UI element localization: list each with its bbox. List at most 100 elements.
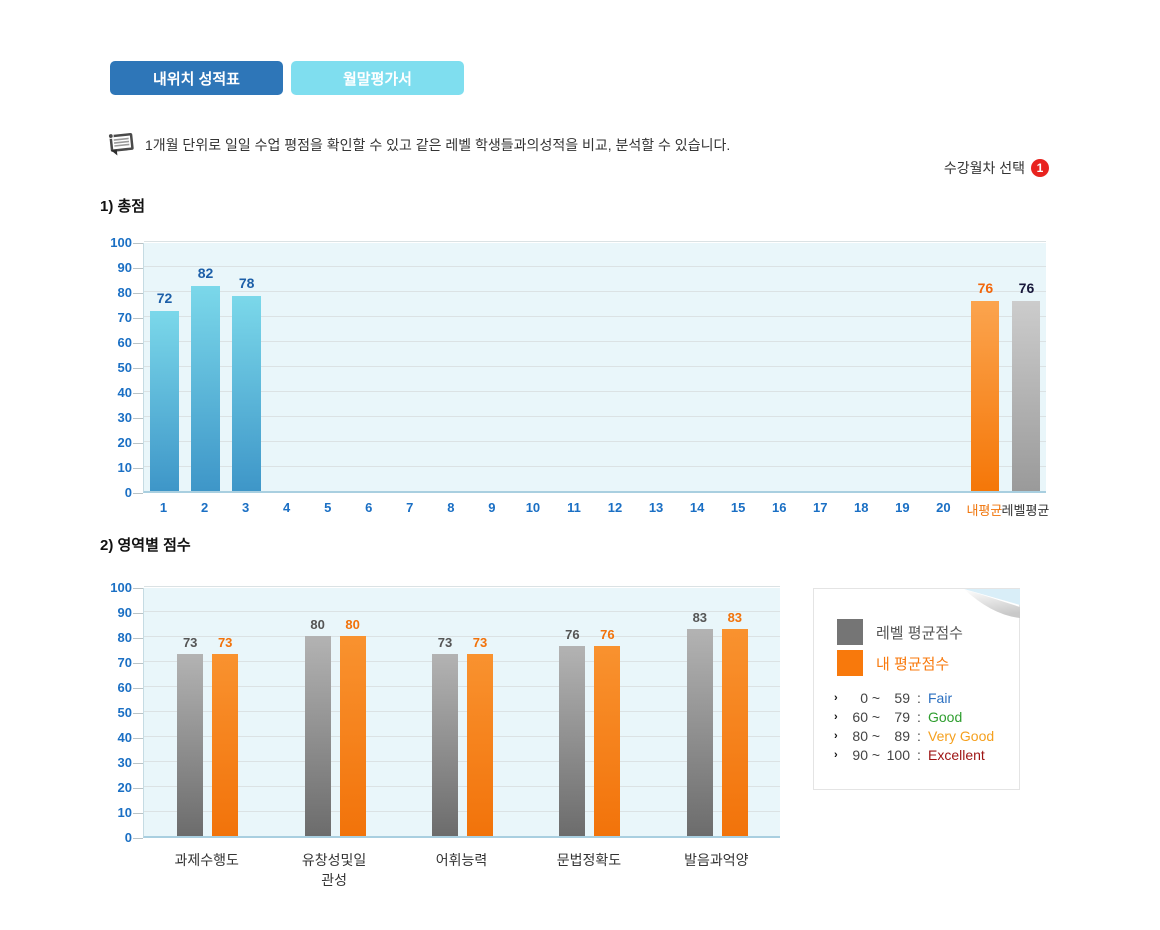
section-title-by-area: 2) 영역별 점수	[100, 537, 191, 554]
range-tilde: ~	[871, 746, 881, 763]
x-axis-label: 20	[936, 500, 951, 515]
tab-month-end-evaluation[interactable]: 월말평가서	[291, 61, 464, 95]
score-range-very-good: › 80 ~ 89 : Very Good	[834, 726, 994, 745]
y-axis-tick	[133, 368, 143, 369]
bar-value: 73	[182, 634, 198, 650]
y-axis-label: 10	[117, 460, 132, 475]
gridline	[144, 636, 780, 637]
y-axis-tick	[133, 713, 143, 714]
series-bar	[212, 653, 239, 836]
y-axis-label: 40	[117, 385, 132, 400]
chart1-plot: 72 82 78 76 76	[143, 241, 1046, 493]
bar-value: 78	[238, 275, 255, 291]
y-axis-tick	[133, 493, 143, 494]
gridline	[144, 686, 780, 687]
y-axis-label: 80	[117, 285, 132, 300]
page-fold-decoration	[964, 589, 1020, 618]
y-axis-tick	[133, 763, 143, 764]
range-label: Fair	[928, 689, 953, 706]
y-axis-label: 50	[117, 360, 132, 375]
caret-icon: ›	[834, 748, 838, 761]
chart2-plot: 73 73 80 80 73 73 76 76 83 83	[143, 586, 780, 838]
y-axis-tick	[133, 813, 143, 814]
bar-value: 73	[472, 634, 488, 650]
bar-value: 73	[437, 634, 453, 650]
x-axis-label: 7	[406, 500, 414, 515]
y-axis-label: 90	[117, 605, 132, 620]
range-separator: :	[917, 727, 921, 744]
y-axis-label: 70	[117, 310, 132, 325]
series-bar	[594, 646, 621, 836]
category-label: 과제수행도	[174, 852, 239, 868]
y-axis-tick	[133, 243, 143, 244]
x-axis-label: 5	[324, 500, 332, 515]
gridline	[144, 291, 1046, 292]
range-tilde: ~	[871, 727, 881, 744]
x-axis-label: 내평균	[966, 503, 1003, 518]
bar-value: 82	[197, 265, 214, 281]
x-axis-label: 4	[283, 500, 291, 515]
gridline	[144, 811, 780, 812]
y-axis-tick	[133, 788, 143, 789]
section-title-total: 1) 총점	[100, 198, 146, 215]
notepad-icon	[106, 127, 136, 162]
caret-icon: ›	[834, 691, 838, 704]
range-from: 90	[852, 746, 868, 763]
gridline	[144, 661, 780, 662]
tab-my-position-report[interactable]: 내위치 성적표	[110, 61, 283, 95]
y-axis-label: 60	[117, 680, 132, 695]
series-bar	[432, 653, 458, 836]
x-axis-label: 11	[567, 500, 581, 515]
y-axis-tick	[133, 343, 143, 344]
y-axis-tick	[133, 268, 143, 269]
y-axis-label: 50	[117, 705, 132, 720]
score-ranges: › 0 ~ 59 : Fair › 60 ~ 79 : Good › 80 ~ …	[834, 688, 994, 764]
y-axis-tick	[133, 418, 143, 419]
category-label: 어휘능력	[435, 852, 488, 868]
gridline	[144, 761, 780, 762]
bar-value: 83	[692, 609, 708, 625]
bar-value: 76	[1018, 280, 1035, 296]
y-axis-tick	[133, 468, 143, 469]
description-row: 1개월 단위로 일일 수업 평점을 확인할 수 있고 같은 레벨 학생들과의성적…	[106, 127, 730, 162]
average-score-bar	[1012, 301, 1041, 491]
y-axis-label: 10	[117, 805, 132, 820]
x-axis-label: 19	[895, 500, 910, 515]
legend-box: 레벨 평균점수 내 평균점수 › 0 ~ 59 : Fair › 60 ~ 79…	[813, 588, 1020, 790]
x-axis-label: 15	[730, 500, 746, 515]
x-axis-label: 9	[488, 500, 496, 515]
range-separator: :	[917, 708, 921, 725]
daily-score-bar	[191, 286, 221, 491]
y-axis-tick	[133, 838, 143, 839]
month-select[interactable]: 수강월차 선택 1	[944, 158, 1049, 178]
y-axis-tick	[133, 613, 143, 614]
category-label: 발음과억양	[684, 852, 749, 868]
bar-value: 80	[310, 617, 325, 632]
y-axis-label: 90	[117, 260, 132, 275]
y-axis-label: 20	[117, 435, 132, 450]
my-average-swatch	[837, 650, 863, 676]
score-range-fair: › 0 ~ 59 : Fair	[834, 688, 994, 707]
y-axis-tick	[133, 663, 143, 664]
legend-item-my-average: 내 평균점수	[837, 650, 949, 676]
y-axis-label: 100	[110, 580, 132, 595]
x-axis-label: 2	[200, 500, 209, 515]
range-to: 100	[886, 746, 910, 763]
series-bar	[686, 628, 713, 836]
range-tilde: ~	[871, 689, 881, 706]
category-label: 유창성및일관성	[301, 852, 367, 888]
gridline	[144, 711, 780, 712]
y-axis-tick	[133, 738, 143, 739]
daily-score-bar	[150, 311, 180, 491]
y-axis-label: 30	[117, 755, 132, 770]
range-tilde: ~	[871, 708, 881, 725]
gridline	[144, 736, 780, 737]
area-score-chart: 73 73 80 80 73 73 76 76 83 83 0 10 20 30 40 50 60 70 80 90…	[95, 580, 805, 888]
month-badge[interactable]: 1	[1031, 159, 1049, 177]
series-bar	[721, 628, 748, 836]
range-to: 59	[894, 689, 910, 706]
y-axis-label: 40	[117, 730, 132, 745]
range-from: 0	[860, 689, 868, 706]
range-from: 60	[852, 708, 868, 725]
